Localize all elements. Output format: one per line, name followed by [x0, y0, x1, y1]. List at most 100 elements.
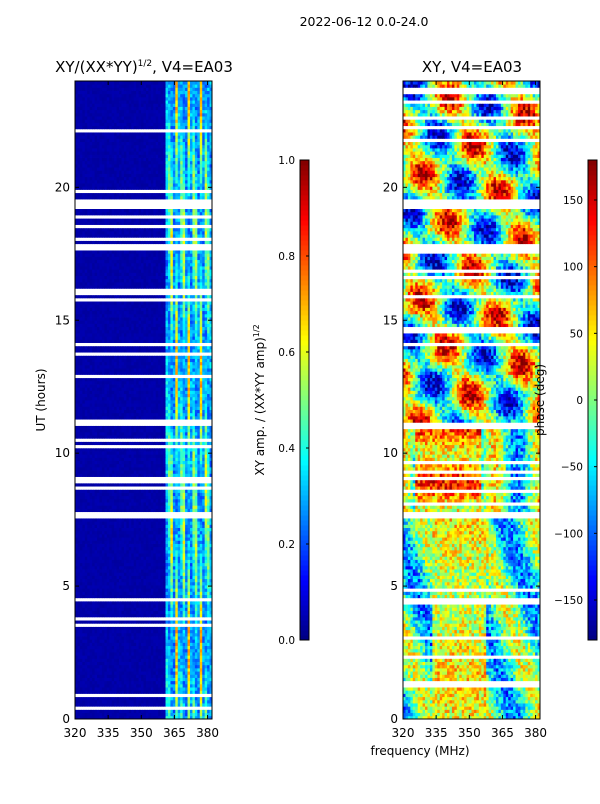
- amplitude-cell: [207, 454, 210, 458]
- amplitude-cell: [123, 594, 127, 599]
- amplitude-cell: [199, 620, 203, 624]
- amplitude-cell: [116, 683, 120, 688]
- amplitude-cell: [175, 546, 179, 551]
- amplitude-cell: [84, 703, 88, 707]
- amplitude-cell: [177, 591, 181, 595]
- amplitude-cell: [94, 683, 98, 688]
- amplitude-cell: [145, 597, 149, 602]
- amplitude-cell: [126, 712, 130, 717]
- amplitude-cell: [79, 585, 83, 589]
- amplitude-cell: [172, 655, 176, 659]
- amplitude-cell: [75, 556, 78, 560]
- amplitude-cell: [194, 610, 198, 615]
- amplitude-cell: [182, 473, 186, 477]
- amplitude-cell: [114, 444, 117, 449]
- amplitude-cell: [150, 696, 154, 701]
- amplitude-cell: [94, 629, 98, 634]
- amplitude-cell: [84, 518, 88, 522]
- amplitude-cell: [119, 706, 122, 710]
- amplitude-cell: [87, 712, 91, 717]
- amplitude-cell: [136, 435, 140, 439]
- amplitude-cell: [109, 549, 113, 554]
- amplitude-cell: [101, 607, 105, 611]
- amplitude-cell: [92, 470, 95, 474]
- amplitude-cell: [99, 629, 103, 634]
- amplitude-cell: [106, 473, 110, 477]
- amplitude-cell: [170, 489, 174, 493]
- amplitude-cell: [114, 451, 117, 455]
- amplitude-cell: [204, 616, 208, 621]
- amplitude-cell: [182, 479, 186, 484]
- amplitude-cell: [172, 447, 176, 452]
- amplitude-cell: [104, 470, 108, 474]
- amplitude-cell: [192, 661, 196, 666]
- amplitude-cell: [133, 604, 137, 608]
- amplitude-cell: [143, 585, 147, 589]
- amplitude-cell: [197, 585, 201, 589]
- amplitude-cell: [138, 629, 142, 634]
- amplitude-cell: [160, 537, 164, 541]
- amplitude-cell: [148, 553, 152, 557]
- amplitude-cell: [158, 690, 162, 694]
- amplitude-cell: [82, 473, 86, 477]
- amplitude-cell: [101, 683, 105, 688]
- amplitude-cell: [97, 610, 100, 615]
- amplitude-cell: [99, 444, 103, 449]
- amplitude-cell: [148, 451, 152, 455]
- amplitude-cell: [172, 451, 176, 455]
- amplitude-cell: [84, 486, 88, 490]
- amplitude-cell: [141, 537, 144, 541]
- amplitude-cell: [163, 639, 166, 643]
- amplitude-cell: [163, 712, 166, 717]
- amplitude-cell: [126, 463, 130, 468]
- amplitude-cell: [133, 537, 137, 541]
- amplitude-cell: [116, 521, 120, 525]
- amplitude-cell: [143, 683, 147, 688]
- amplitude-cell: [97, 518, 100, 522]
- amplitude-cell: [82, 581, 86, 586]
- amplitude-cell: [106, 543, 110, 548]
- amplitude-cell: [126, 457, 130, 462]
- amplitude-cell: [109, 604, 113, 608]
- amplitude-cell: [136, 683, 140, 688]
- amplitude-cell: [84, 683, 88, 688]
- amplitude-cell: [136, 489, 140, 493]
- amplitude-cell: [138, 444, 142, 449]
- amplitude-cell: [104, 639, 108, 643]
- amplitude-cell: [89, 470, 93, 474]
- amplitude-cell: [202, 505, 206, 509]
- amplitude-cell: [109, 444, 113, 449]
- amplitude-cell: [141, 492, 144, 497]
- amplitude-cell: [175, 594, 179, 599]
- amplitude-cell: [192, 629, 196, 634]
- amplitude-cell: [75, 661, 78, 666]
- amplitude-cell: [136, 706, 140, 710]
- amplitude-cell: [182, 696, 186, 701]
- amplitude-cell: [119, 636, 122, 640]
- amplitude-cell: [148, 533, 152, 538]
- amplitude-cell: [138, 645, 142, 650]
- amplitude-cell: [207, 620, 210, 624]
- amplitude-cell: [114, 476, 117, 481]
- amplitude-cell: [131, 687, 135, 691]
- amplitude-cell: [143, 578, 147, 583]
- amplitude-cell: [153, 546, 157, 551]
- amplitude-cell: [111, 690, 115, 694]
- amplitude-cell: [119, 473, 122, 477]
- amplitude-cell: [89, 451, 93, 455]
- amplitude-cell: [170, 594, 174, 599]
- amplitude-cell: [148, 683, 152, 688]
- amplitude-cell: [192, 553, 196, 557]
- amplitude-cell: [192, 645, 196, 650]
- amplitude-cell: [153, 604, 157, 608]
- amplitude-cell: [126, 502, 130, 506]
- amplitude-cell: [189, 476, 193, 481]
- amplitude-cell: [133, 463, 137, 468]
- amplitude-cell: [84, 639, 88, 643]
- amplitude-cell: [126, 658, 130, 662]
- amplitude-cell: [170, 626, 174, 631]
- amplitude-cell: [87, 623, 91, 627]
- amplitude-cell: [82, 438, 86, 442]
- amplitude-cell: [175, 470, 179, 474]
- amplitude-cell: [175, 518, 179, 522]
